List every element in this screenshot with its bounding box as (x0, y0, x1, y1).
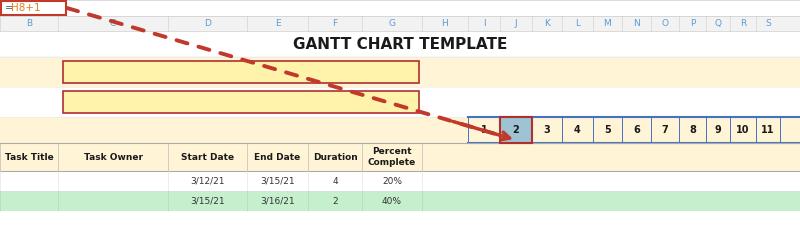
Text: K: K (544, 19, 550, 28)
Text: 10: 10 (736, 125, 750, 135)
Text: I: I (482, 19, 486, 28)
Bar (0, 87, 800, 117)
Text: 1: 1 (481, 125, 487, 135)
Bar (1, 1, 66, 15)
Bar (63, 61, 419, 83)
Text: F: F (333, 19, 338, 28)
Text: 7: 7 (662, 125, 668, 135)
Text: B: B (26, 19, 32, 28)
Text: P: P (690, 19, 695, 28)
Text: D: D (204, 19, 211, 28)
Text: E: E (274, 19, 280, 28)
Text: Task Title: Task Title (5, 152, 54, 162)
Text: L: L (575, 19, 580, 28)
Text: Task Owner: Task Owner (83, 152, 142, 162)
Text: O: O (662, 19, 669, 28)
Text: G: G (389, 19, 395, 28)
Text: 3/16/21: 3/16/21 (260, 196, 295, 206)
Text: End Date: End Date (254, 152, 301, 162)
Bar (0, 31, 800, 57)
Text: 6: 6 (633, 125, 640, 135)
Text: Q: Q (714, 19, 722, 28)
Text: H: H (442, 19, 448, 28)
Bar (0, 57, 800, 87)
Text: 3/15/21: 3/15/21 (190, 196, 225, 206)
Bar (0, 143, 800, 171)
Text: N: N (633, 19, 640, 28)
Bar (0, 171, 800, 191)
Bar (0, 191, 800, 211)
Bar (0, 16, 800, 31)
Text: 3/12/21: 3/12/21 (190, 176, 225, 185)
Text: Duration: Duration (313, 152, 358, 162)
Text: 4: 4 (332, 176, 338, 185)
Text: R: R (740, 19, 746, 28)
Bar (500, 117, 532, 143)
Text: 9: 9 (714, 125, 722, 135)
Text: 2: 2 (513, 125, 519, 135)
Text: GANTT CHART TEMPLATE: GANTT CHART TEMPLATE (293, 37, 507, 51)
Text: 2: 2 (332, 196, 338, 206)
Bar (468, 117, 800, 143)
Bar (63, 91, 419, 113)
Text: 3/15/21: 3/15/21 (260, 176, 295, 185)
Text: H8+1: H8+1 (11, 3, 41, 13)
Text: Percent
Complete: Percent Complete (368, 147, 416, 167)
Text: 20%: 20% (382, 176, 402, 185)
Text: 3: 3 (544, 125, 550, 135)
Bar (0, 117, 468, 143)
Text: Start Date: Start Date (181, 152, 234, 162)
Text: 8: 8 (689, 125, 696, 135)
Bar (0, 0, 800, 16)
Text: =: = (5, 3, 14, 13)
Text: 40%: 40% (382, 196, 402, 206)
Text: 11: 11 (762, 125, 774, 135)
Text: S: S (765, 19, 771, 28)
Text: J: J (514, 19, 518, 28)
Text: 5: 5 (604, 125, 611, 135)
Text: C: C (110, 19, 116, 28)
Text: 4: 4 (574, 125, 581, 135)
Text: M: M (604, 19, 611, 28)
